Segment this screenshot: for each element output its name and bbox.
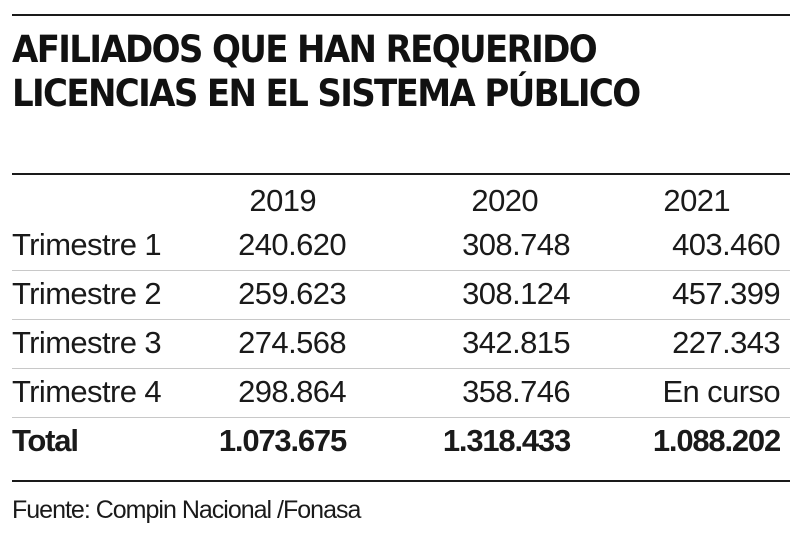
cell-2019: 274.568 [238,325,346,360]
cell-2020: 358.746 [462,374,570,409]
total-2021: 1.088.202 [652,423,781,458]
column-header-2020: 2020 [471,183,538,218]
total-2019: 1.073.675 [218,423,347,458]
cell-2021: En curso [662,374,780,409]
cell-2021: 227.343 [672,325,780,360]
row-label: Trimestre 2 [12,276,162,311]
table-row: Trimestre 4 298.864 358.746 En curso [12,369,790,418]
title-line-1: AFILIADOS QUE HAN REQUERIDO [12,28,598,71]
data-table: 2019 2020 2021 Trimestre 1 240.620 308.7… [12,176,790,466]
table-header-row: 2019 2020 2021 [12,176,790,222]
cell-2020: 308.124 [462,276,570,311]
row-label: Trimestre 4 [12,374,162,409]
table-row: Trimestre 1 240.620 308.748 403.460 [12,222,790,271]
column-header-2019: 2019 [249,183,316,218]
cell-2020: 342.815 [462,325,570,360]
table-top-divider [12,173,790,175]
total-row: Total 1.073.675 1.318.433 1.088.202 [12,418,790,466]
cell-2021: 403.460 [672,227,780,262]
bottom-divider [12,480,790,482]
source-note: Fuente: Compin Nacional /Fonasa [12,496,361,524]
top-divider [12,14,790,16]
table-row: Trimestre 2 259.623 308.124 457.399 [12,271,790,320]
table-row: Trimestre 3 274.568 342.815 227.343 [12,320,790,369]
cell-2020: 308.748 [462,227,570,262]
title-line-2: LICENCIAS EN EL SISTEMA PÚBLICO [12,72,641,115]
row-label: Trimestre 3 [12,325,162,360]
total-label: Total [12,423,79,458]
total-2020: 1.318.433 [442,423,571,458]
column-header-2021: 2021 [663,183,730,218]
page-title: AFILIADOS QUE HAN REQUERIDO LICENCIAS EN… [12,28,641,116]
cell-2021: 457.399 [672,276,780,311]
cell-2019: 240.620 [238,227,346,262]
cell-2019: 259.623 [238,276,346,311]
row-label: Trimestre 1 [12,227,162,262]
cell-2019: 298.864 [238,374,346,409]
